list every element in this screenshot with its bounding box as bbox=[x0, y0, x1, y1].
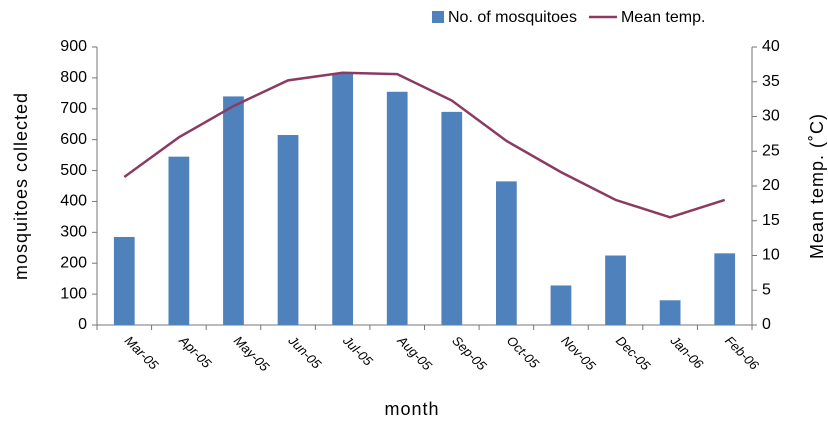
x-tick-label: Aug-05 bbox=[394, 332, 436, 374]
x-tick-label: May-05 bbox=[231, 333, 273, 375]
bar bbox=[441, 111, 463, 325]
y2-axis-title: Mean temp. (˚C) bbox=[807, 113, 827, 259]
bar bbox=[605, 255, 626, 325]
bar bbox=[277, 135, 299, 325]
bar bbox=[659, 300, 681, 325]
y2-tick-label: 0 bbox=[762, 316, 771, 333]
y-tick-label: 0 bbox=[78, 316, 87, 333]
y-tick-label: 800 bbox=[60, 69, 87, 86]
bar bbox=[332, 73, 353, 325]
bar bbox=[168, 156, 190, 325]
x-tick-label: Jul-05 bbox=[339, 332, 376, 369]
y-tick-label: 500 bbox=[60, 162, 87, 179]
x-tick-label: Dec-05 bbox=[613, 333, 654, 374]
legend-label: No. of mosquitoes bbox=[448, 9, 577, 26]
y2-tick-label: 40 bbox=[762, 38, 780, 55]
x-tick-label: Apr-05 bbox=[176, 332, 215, 371]
y2-tick-label: 20 bbox=[762, 177, 780, 194]
y2-tick-label: 30 bbox=[762, 108, 780, 125]
x-tick-label: Jan-06 bbox=[667, 332, 707, 372]
x-axis-title: month bbox=[384, 399, 439, 419]
bar bbox=[223, 96, 244, 325]
y-tick-label: 200 bbox=[60, 254, 87, 271]
bar bbox=[386, 91, 408, 326]
bar bbox=[496, 181, 517, 325]
y2-tick-label: 5 bbox=[762, 281, 771, 298]
x-tick-label: Sep-05 bbox=[449, 333, 490, 374]
x-tick-label: Mar-05 bbox=[122, 333, 162, 373]
y2-tick-label: 10 bbox=[762, 247, 780, 264]
y-tick-label: 700 bbox=[60, 100, 87, 117]
y2-tick-label: 25 bbox=[762, 142, 780, 159]
x-tick-label: Feb-06 bbox=[722, 333, 762, 373]
y2-tick-label: 15 bbox=[762, 212, 780, 229]
legend-label: Mean temp. bbox=[621, 9, 705, 26]
y-tick-label: 900 bbox=[60, 38, 87, 55]
legend-swatch bbox=[432, 11, 444, 23]
x-tick-label: Oct-05 bbox=[504, 333, 543, 372]
x-tick-label: Jun-05 bbox=[285, 332, 325, 372]
line bbox=[123, 71, 726, 219]
y-tick-label: 400 bbox=[60, 193, 87, 210]
y-tick-label: 600 bbox=[60, 131, 87, 148]
bar bbox=[113, 236, 135, 325]
bar bbox=[714, 253, 736, 325]
y-tick-label: 300 bbox=[60, 224, 87, 241]
y-axis-title: mosquitoes collected bbox=[11, 92, 31, 280]
y-tick-label: 100 bbox=[60, 285, 87, 302]
bar bbox=[550, 285, 572, 325]
x-tick-label: Nov-05 bbox=[558, 333, 599, 374]
y2-tick-label: 35 bbox=[762, 73, 780, 90]
